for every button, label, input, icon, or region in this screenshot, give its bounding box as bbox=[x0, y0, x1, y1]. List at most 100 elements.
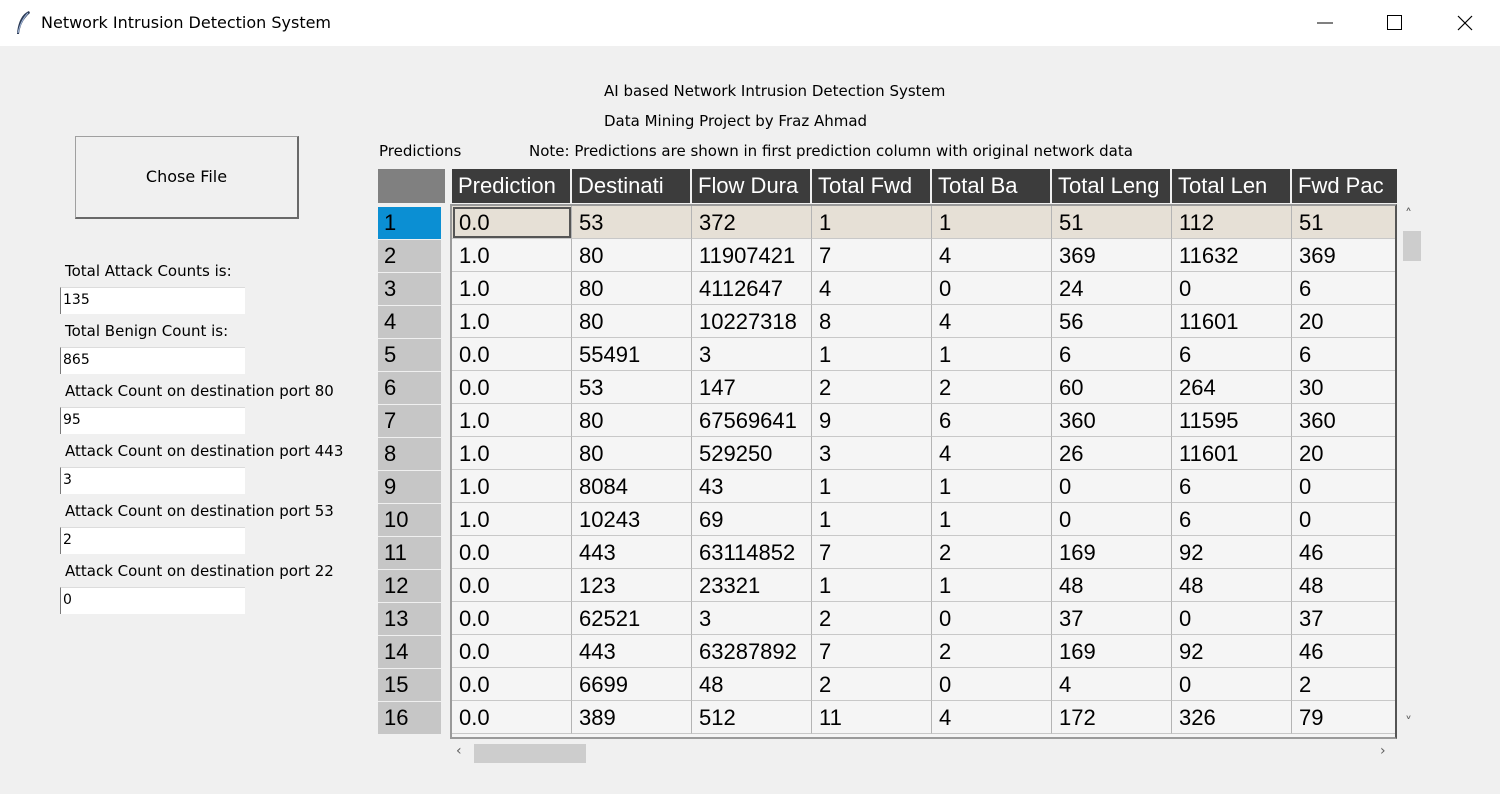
row-number[interactable]: 4 bbox=[378, 306, 441, 338]
table-cell[interactable]: 53 bbox=[572, 371, 692, 404]
table-row[interactable]: 0.0 443 63114852 7 2 169 92 46 bbox=[452, 536, 1395, 569]
table-cell[interactable]: 69 bbox=[692, 503, 812, 536]
table-cell[interactable]: 0.0 bbox=[452, 701, 572, 734]
table-cell[interactable]: 0.0 bbox=[452, 569, 572, 602]
table-cell[interactable]: 11601 bbox=[1172, 437, 1292, 470]
table-cell[interactable]: 92 bbox=[1172, 635, 1292, 668]
table-cell[interactable]: 0.0 bbox=[452, 206, 572, 239]
maximize-button[interactable] bbox=[1360, 0, 1430, 46]
table-cell[interactable]: 0.0 bbox=[452, 635, 572, 668]
table-cell[interactable]: 2 bbox=[812, 602, 932, 635]
table-cell[interactable]: 1 bbox=[812, 470, 932, 503]
table-cell[interactable]: 11 bbox=[812, 701, 932, 734]
table-cell[interactable]: 24 bbox=[1052, 272, 1172, 305]
table-cell[interactable]: 56 bbox=[1052, 305, 1172, 338]
table-cell[interactable]: 7 bbox=[812, 239, 932, 272]
table-cell[interactable]: 2 bbox=[812, 668, 932, 701]
table-cell[interactable]: 1 bbox=[932, 503, 1052, 536]
table-cell[interactable]: 79 bbox=[1292, 701, 1395, 734]
table-cell[interactable]: 372 bbox=[692, 206, 812, 239]
table-row[interactable]: 0.0 53 147 2 2 60 264 30 bbox=[452, 371, 1395, 404]
table-cell[interactable]: 389 bbox=[572, 701, 692, 734]
port-80-field[interactable]: 95 bbox=[60, 407, 245, 434]
scroll-down-icon[interactable]: ˅ bbox=[1405, 715, 1412, 731]
table-cell[interactable]: 46 bbox=[1292, 635, 1395, 668]
table-cell[interactable]: 20 bbox=[1292, 305, 1395, 338]
table-row[interactable]: 1.0 8084 43 1 1 0 6 0 bbox=[452, 470, 1395, 503]
table-row[interactable]: 1.0 80 529250 3 4 26 11601 20 bbox=[452, 437, 1395, 470]
table-cell[interactable]: 0 bbox=[1052, 503, 1172, 536]
table-cell[interactable]: 2 bbox=[932, 536, 1052, 569]
table-cell[interactable]: 43 bbox=[692, 470, 812, 503]
table-cell[interactable]: 0.0 bbox=[452, 371, 572, 404]
row-number[interactable]: 12 bbox=[378, 570, 441, 602]
table-cell[interactable]: 37 bbox=[1052, 602, 1172, 635]
port-53-field[interactable]: 2 bbox=[60, 527, 245, 554]
column-header[interactable]: Flow Dura bbox=[692, 169, 811, 203]
scroll-left-icon[interactable]: ‹ bbox=[456, 743, 462, 759]
table-cell[interactable]: 6 bbox=[1292, 338, 1395, 371]
table-cell[interactable]: 23321 bbox=[692, 569, 812, 602]
table-cell[interactable]: 512 bbox=[692, 701, 812, 734]
table-cell[interactable]: 2 bbox=[1292, 668, 1395, 701]
table-cell[interactable]: 169 bbox=[1052, 536, 1172, 569]
table-cell[interactable]: 10243 bbox=[572, 503, 692, 536]
table-cell[interactable]: 9 bbox=[812, 404, 932, 437]
table-cell[interactable]: 360 bbox=[1052, 404, 1172, 437]
port-22-field[interactable]: 0 bbox=[60, 587, 245, 614]
row-number[interactable]: 1 bbox=[378, 207, 441, 239]
table-cell[interactable]: 0 bbox=[1292, 503, 1395, 536]
row-number[interactable]: 16 bbox=[378, 702, 441, 734]
chose-file-button[interactable]: Chose File bbox=[75, 136, 299, 219]
table-cell[interactable]: 6 bbox=[1052, 338, 1172, 371]
table-cell[interactable]: 3 bbox=[692, 338, 812, 371]
column-header[interactable]: Total Leng bbox=[1052, 169, 1171, 203]
table-cell[interactable]: 1 bbox=[812, 503, 932, 536]
table-cell[interactable]: 1.0 bbox=[452, 404, 572, 437]
table-cell[interactable]: 326 bbox=[1172, 701, 1292, 734]
table-cell[interactable]: 80 bbox=[572, 305, 692, 338]
column-header[interactable]: Total Len bbox=[1172, 169, 1291, 203]
table-cell[interactable]: 48 bbox=[1172, 569, 1292, 602]
column-header[interactable]: Prediction bbox=[452, 169, 571, 203]
table-cell[interactable]: 0 bbox=[932, 668, 1052, 701]
row-number[interactable]: 7 bbox=[378, 405, 441, 437]
table-row[interactable]: 0.0 123 23321 1 1 48 48 48 bbox=[452, 569, 1395, 602]
table-row[interactable]: 1.0 80 4112647 4 0 24 0 6 bbox=[452, 272, 1395, 305]
row-number[interactable]: 3 bbox=[378, 273, 441, 305]
table-cell[interactable]: 67569641 bbox=[692, 404, 812, 437]
total-benign-field[interactable]: 865 bbox=[60, 347, 245, 374]
table-cell[interactable]: 7 bbox=[812, 536, 932, 569]
table-cell[interactable]: 0 bbox=[1292, 470, 1395, 503]
total-attack-field[interactable]: 135 bbox=[60, 287, 245, 314]
table-cell[interactable]: 0.0 bbox=[452, 536, 572, 569]
table-cell[interactable]: 4 bbox=[932, 305, 1052, 338]
table-cell[interactable]: 8084 bbox=[572, 470, 692, 503]
table-cell[interactable]: 3 bbox=[812, 437, 932, 470]
table-cell[interactable]: 147 bbox=[692, 371, 812, 404]
table-cell[interactable]: 6 bbox=[932, 404, 1052, 437]
column-header[interactable]: Total Ba bbox=[932, 169, 1051, 203]
table-cell[interactable]: 10227318 bbox=[692, 305, 812, 338]
row-number[interactable]: 5 bbox=[378, 339, 441, 371]
table-row[interactable]: 0.0 6699 48 2 0 4 0 2 bbox=[452, 668, 1395, 701]
table-cell[interactable]: 1.0 bbox=[452, 239, 572, 272]
table-cell[interactable]: 20 bbox=[1292, 437, 1395, 470]
table-row[interactable]: 0.0 55491 3 1 1 6 6 6 bbox=[452, 338, 1395, 371]
table-cell[interactable]: 0 bbox=[1172, 272, 1292, 305]
table-cell[interactable]: 80 bbox=[572, 437, 692, 470]
table-cell[interactable]: 0 bbox=[932, 602, 1052, 635]
table-row[interactable]: 0.0 62521 3 2 0 37 0 37 bbox=[452, 602, 1395, 635]
table-cell[interactable]: 6699 bbox=[572, 668, 692, 701]
table-cell[interactable]: 51 bbox=[1052, 206, 1172, 239]
table-cell[interactable]: 4 bbox=[932, 701, 1052, 734]
row-number[interactable]: 10 bbox=[378, 504, 441, 536]
table-cell[interactable]: 55491 bbox=[572, 338, 692, 371]
table-cell[interactable]: 37 bbox=[1292, 602, 1395, 635]
table-cell[interactable]: 48 bbox=[1052, 569, 1172, 602]
row-number[interactable]: 6 bbox=[378, 372, 441, 404]
table-cell[interactable]: 1 bbox=[932, 338, 1052, 371]
table-cell[interactable]: 0 bbox=[1052, 470, 1172, 503]
table-cell[interactable]: 63114852 bbox=[692, 536, 812, 569]
table-cell[interactable]: 4 bbox=[932, 437, 1052, 470]
